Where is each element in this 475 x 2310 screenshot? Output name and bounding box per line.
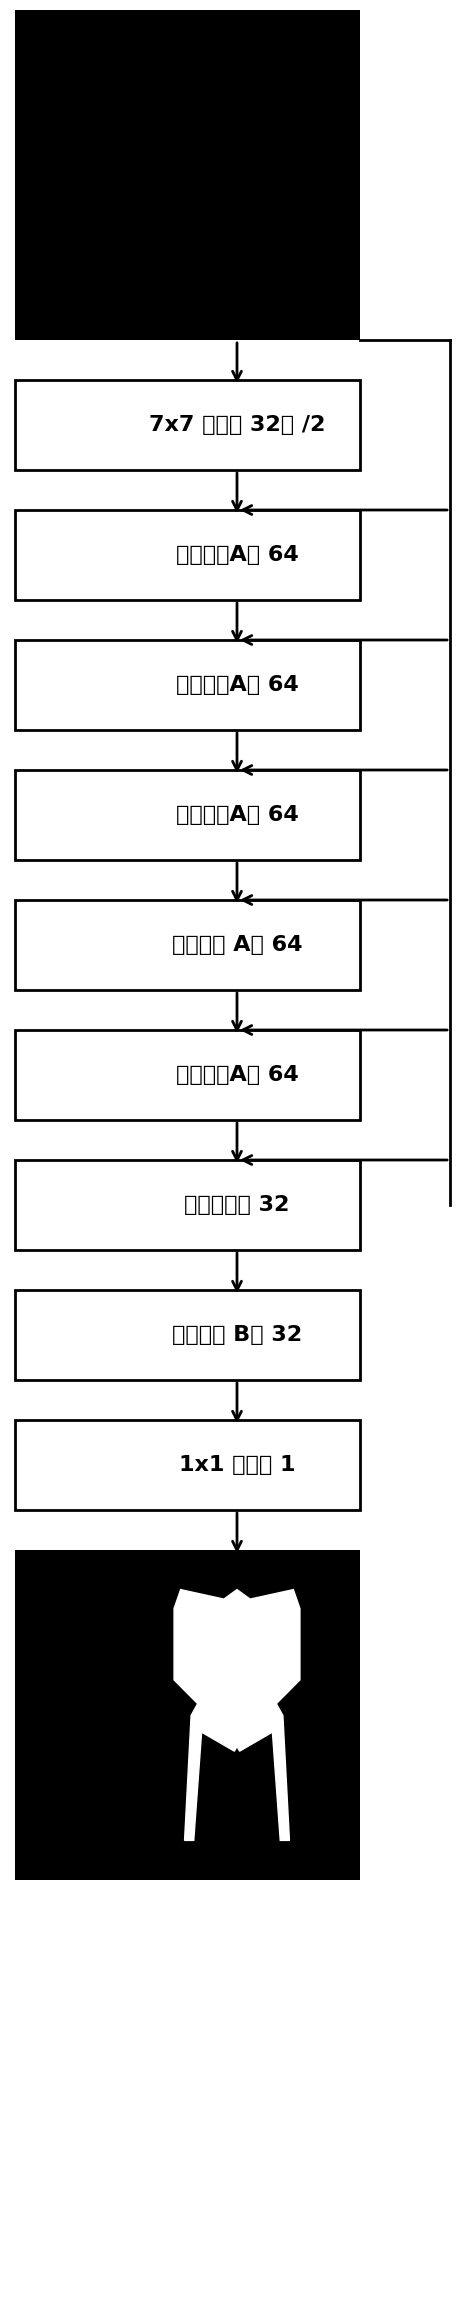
Bar — [15, 901, 360, 991]
Polygon shape — [174, 1589, 300, 1841]
Text: 卷积模块 A， 64: 卷积模块 A， 64 — [172, 936, 302, 954]
Bar — [15, 1421, 360, 1511]
Bar — [15, 640, 360, 730]
Bar — [15, 769, 360, 859]
Bar — [15, 1160, 360, 1250]
Text: 卷积模块A， 64: 卷积模块A， 64 — [176, 675, 298, 695]
Bar — [15, 1030, 360, 1120]
Text: 7x7 卷积， 32， /2: 7x7 卷积， 32， /2 — [149, 416, 325, 434]
Text: 转置卷积， 32: 转置卷积， 32 — [184, 1194, 290, 1215]
Text: 卷积模块A， 64: 卷积模块A， 64 — [176, 1065, 298, 1086]
Bar — [15, 511, 360, 601]
Bar — [15, 381, 360, 469]
Bar — [15, 9, 360, 340]
Bar — [15, 1550, 360, 1880]
Bar — [15, 1289, 360, 1379]
Text: 卷积模块 B， 32: 卷积模块 B， 32 — [172, 1326, 302, 1344]
Text: 卷积模块A， 64: 卷积模块A， 64 — [176, 804, 298, 825]
Text: 1x1 卷积， 1: 1x1 卷积， 1 — [179, 1455, 295, 1476]
Text: 卷积模块A， 64: 卷积模块A， 64 — [176, 545, 298, 566]
